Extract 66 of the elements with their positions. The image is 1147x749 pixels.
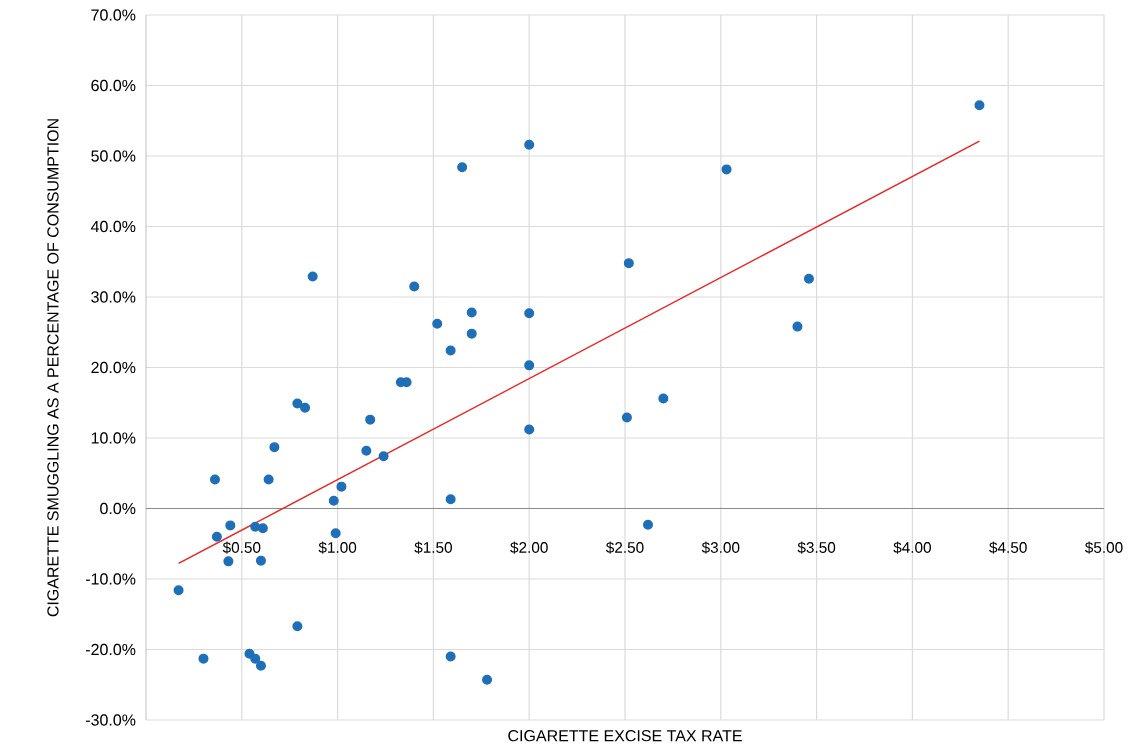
point xyxy=(211,531,222,542)
point xyxy=(803,273,814,284)
point xyxy=(974,100,985,111)
y-tick-label: 70.0% xyxy=(91,9,136,21)
point xyxy=(466,328,477,339)
point xyxy=(292,621,303,632)
point xyxy=(223,556,234,567)
point xyxy=(524,424,535,435)
point xyxy=(792,321,803,332)
point xyxy=(173,585,184,596)
point xyxy=(721,164,732,175)
point xyxy=(409,281,420,292)
y-tick-label: 60.0% xyxy=(91,79,136,92)
point xyxy=(524,139,535,150)
point xyxy=(292,398,303,409)
point xyxy=(263,474,274,485)
point xyxy=(445,494,456,505)
point xyxy=(269,442,280,453)
point xyxy=(466,307,477,318)
x-tick-label: $3.50 xyxy=(797,541,836,554)
point xyxy=(209,474,220,485)
y-tick-label: -30.0% xyxy=(85,714,136,726)
y-tick-label: 20.0% xyxy=(91,361,136,374)
point xyxy=(524,308,535,319)
point xyxy=(658,393,669,404)
y-tick-label: -10.0% xyxy=(85,573,136,585)
y-tick-label: 30.0% xyxy=(91,291,136,303)
point xyxy=(524,360,535,371)
x-tick-label: $2.50 xyxy=(605,541,644,554)
point xyxy=(445,345,456,356)
y-tick-label: 50.0% xyxy=(91,150,136,162)
point xyxy=(257,523,268,534)
point xyxy=(255,555,266,566)
x-tick-label: $0.50 xyxy=(222,541,261,554)
point xyxy=(336,481,347,492)
point xyxy=(445,651,456,662)
point xyxy=(307,271,318,282)
point xyxy=(198,653,209,664)
x-tick-label: $2.00 xyxy=(510,541,548,554)
point xyxy=(328,495,339,506)
point xyxy=(255,660,266,671)
point xyxy=(432,318,443,329)
point xyxy=(250,653,261,664)
point xyxy=(361,445,372,456)
x-axis-title: CIGARETTE EXCISE TAX RATE xyxy=(508,730,742,742)
y-tick-label: 40.0% xyxy=(90,220,136,233)
x-tick-label: $1.00 xyxy=(318,541,357,554)
point xyxy=(300,402,311,413)
y-axis-title: CIGARETTE SMUGGLING AS A PERCENTAGE OF CONSUMPTION xyxy=(47,119,59,617)
point xyxy=(457,162,468,173)
point xyxy=(378,451,389,462)
x-tick-label: $4.50 xyxy=(989,541,1027,554)
x-tick-label: $4.00 xyxy=(893,541,931,554)
point xyxy=(642,519,653,530)
x-tick-label: $3.00 xyxy=(701,541,740,554)
point xyxy=(365,414,376,425)
point xyxy=(623,258,634,269)
y-tick-label: 10.0% xyxy=(91,432,136,444)
y-tick-label: -20.0% xyxy=(85,643,136,656)
y-tick-label: 0.0% xyxy=(100,502,136,515)
x-tick-label: $5.00 xyxy=(1084,541,1123,554)
point xyxy=(225,520,236,531)
point xyxy=(621,412,632,423)
point xyxy=(330,528,341,539)
point xyxy=(482,674,493,685)
x-tick-label: $1.50 xyxy=(414,541,452,554)
